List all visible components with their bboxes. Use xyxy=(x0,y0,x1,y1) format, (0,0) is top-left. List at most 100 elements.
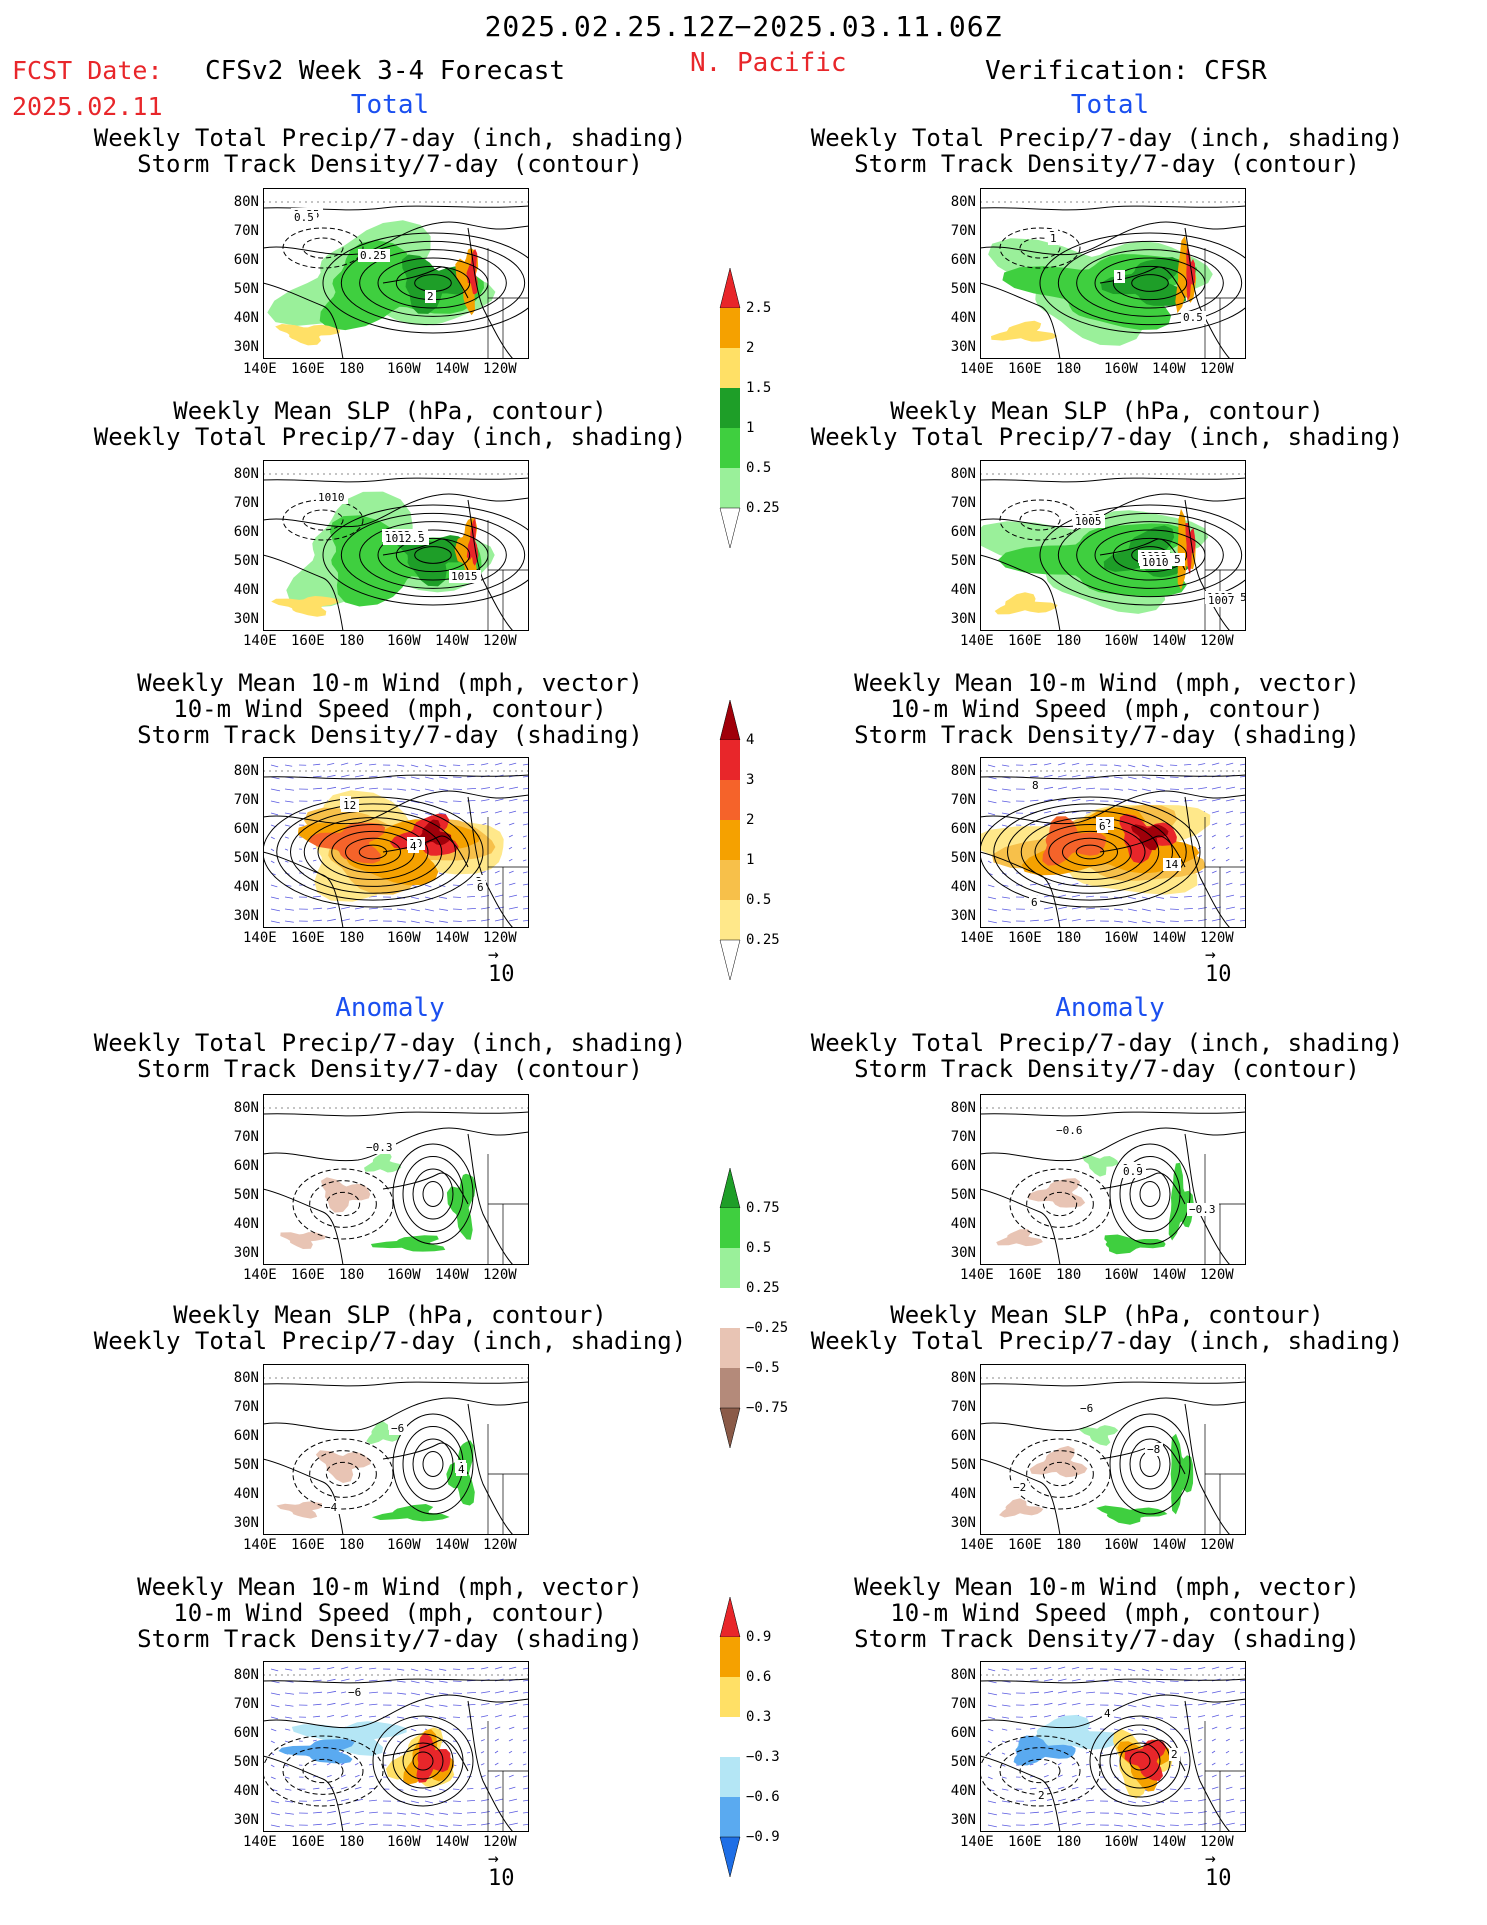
wind-vector xyxy=(522,835,527,838)
lon-tick-label: 120W xyxy=(1200,1834,1234,1850)
coastline xyxy=(263,1188,344,1265)
wind-vector xyxy=(1239,1811,1246,1814)
lon-tick-label: 140E xyxy=(243,930,277,946)
precip-anom-positive xyxy=(1096,1505,1168,1525)
wind-vector xyxy=(480,1823,490,1826)
wind-vector xyxy=(1127,1692,1138,1696)
coastline xyxy=(980,1678,1246,1684)
wind-vector xyxy=(1085,1751,1090,1754)
wind-vector xyxy=(1029,1679,1039,1682)
colorbar-swatch xyxy=(720,1288,740,1328)
wind-vector xyxy=(1043,1714,1052,1718)
wind-vector xyxy=(1211,786,1222,790)
wind-vector xyxy=(284,836,289,839)
wind-vector xyxy=(1113,908,1123,911)
wind-vector xyxy=(1155,1800,1165,1803)
wind-vector xyxy=(508,1726,515,1730)
lon-tick-label: 180 xyxy=(1056,930,1082,946)
wind-vector xyxy=(438,920,448,923)
wind-vector xyxy=(270,896,280,900)
wind-vector xyxy=(1071,1786,1079,1790)
wind-vector xyxy=(1057,1690,1068,1694)
wind-vector xyxy=(1057,1678,1067,1682)
contour-label-bg xyxy=(383,532,429,545)
wind-vector xyxy=(1197,787,1208,790)
anom-contour-dashed xyxy=(1026,1450,1094,1498)
wind-vector xyxy=(424,1812,434,1816)
lat-tick-label: 60N xyxy=(950,821,976,837)
wind-vector xyxy=(284,860,289,863)
colorbar-swatch xyxy=(720,780,740,820)
wind-vector xyxy=(508,810,517,814)
contour-label: 1015 xyxy=(451,570,478,583)
lon-tick-label: 160W xyxy=(387,1537,421,1553)
wind-vector xyxy=(354,1762,359,1766)
coastline xyxy=(263,477,529,483)
coastline xyxy=(382,835,469,868)
wind-vector xyxy=(1225,1738,1230,1742)
colorbar-storm_anom xyxy=(719,1596,741,1878)
wind-vector xyxy=(396,1716,405,1719)
wind-vector xyxy=(284,1776,290,1779)
wind-vector xyxy=(1239,1703,1246,1706)
coastline xyxy=(1099,835,1186,868)
wind-vector xyxy=(480,1739,485,1742)
wind-vector xyxy=(312,1703,322,1706)
coastline xyxy=(382,538,469,571)
contour-label-bg xyxy=(1036,1789,1047,1802)
wind-vector xyxy=(1155,1668,1164,1671)
contour-label-bg xyxy=(1114,270,1125,283)
contour-label: −2 xyxy=(1013,1481,1026,1494)
wind-vector xyxy=(368,775,378,778)
wind-vector xyxy=(1239,859,1244,862)
panel-title: Weekly Mean SLP (hPa, contour) Weekly To… xyxy=(93,1301,687,1355)
panel-title: Weekly Total Precip/7-day (inch, shading… xyxy=(93,124,687,178)
wind-vector xyxy=(1225,858,1230,862)
wind-vector xyxy=(1169,1812,1179,1814)
contour-label: 1 xyxy=(1116,270,1123,283)
precip-shade-max xyxy=(1175,235,1197,314)
wind-vector xyxy=(452,1704,462,1706)
contour-label: 1005 xyxy=(1075,515,1102,528)
lat-tick-label: 80N xyxy=(233,763,259,779)
precip-anom-positive xyxy=(370,1235,446,1252)
fcst-date-value: 2025.02.11 xyxy=(12,92,163,121)
wind-vector xyxy=(340,1786,348,1790)
wind-vector xyxy=(1197,895,1207,898)
precip-anom-negative xyxy=(999,1498,1044,1518)
wind-vector xyxy=(396,788,407,791)
wind-vector xyxy=(368,1799,378,1802)
section-total-right: Total xyxy=(1070,90,1150,120)
precip-shade-high xyxy=(271,596,340,617)
wind-vector xyxy=(987,1692,998,1696)
panel-title: Weekly Total Precip/7-day (inch, shading… xyxy=(93,1029,687,1083)
wind-vector xyxy=(410,1812,420,1816)
wind-vector xyxy=(284,764,293,767)
lon-tick-label: 160E xyxy=(291,1267,325,1283)
coastline xyxy=(263,1397,529,1432)
wind-vector xyxy=(1071,1678,1081,1682)
colorbar-swatch xyxy=(720,900,740,940)
border-line xyxy=(487,1721,529,1832)
wind-vector xyxy=(1141,764,1150,768)
wind-vector xyxy=(1113,1764,1118,1767)
precip-anom-negative xyxy=(315,1450,371,1483)
wind-vector xyxy=(452,788,463,790)
anom-contour-dashed xyxy=(1009,1438,1111,1510)
colorbar-tick-label: 2.5 xyxy=(746,300,772,316)
wind-speed-contour xyxy=(1075,844,1105,860)
contour-label: −8 xyxy=(1147,1443,1160,1456)
wind-vector xyxy=(326,1714,335,1718)
wind-vector xyxy=(1141,1668,1150,1672)
contour-label: 6 xyxy=(1099,820,1106,833)
colorbar-precip_anom xyxy=(719,1167,741,1449)
wind-vector xyxy=(1239,787,1246,790)
wind-vector xyxy=(522,1811,529,1814)
wind-vector xyxy=(368,1703,378,1706)
coastline xyxy=(980,477,1246,483)
wind-vector xyxy=(1001,908,1011,911)
coastline xyxy=(980,1111,1246,1117)
lon-tick-label: 180 xyxy=(339,1537,365,1553)
wind-vector xyxy=(1197,1703,1207,1706)
